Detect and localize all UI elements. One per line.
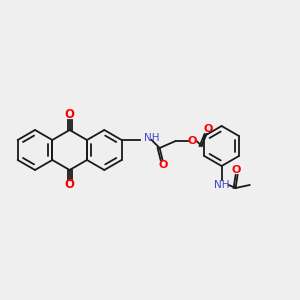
Text: O: O bbox=[64, 109, 75, 122]
Text: O: O bbox=[204, 124, 213, 134]
Text: O: O bbox=[64, 178, 75, 191]
Text: NH: NH bbox=[144, 133, 159, 143]
Text: NH: NH bbox=[214, 180, 230, 190]
Text: O: O bbox=[159, 160, 168, 170]
Text: O: O bbox=[232, 165, 241, 175]
Text: O: O bbox=[188, 136, 197, 146]
